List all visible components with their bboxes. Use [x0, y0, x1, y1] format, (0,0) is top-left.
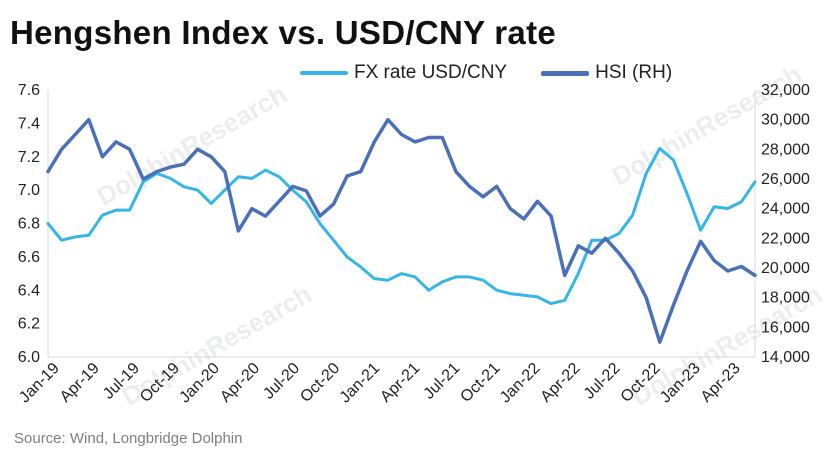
x-tick-label: Jan-19 [16, 360, 63, 407]
y-right-tick-label: 22,000 [761, 230, 810, 247]
y-right-tick-label: 24,000 [761, 201, 810, 218]
x-tick-label: Jul-20 [260, 360, 303, 403]
y-left-tick-label: 7.6 [18, 82, 40, 99]
series-lines [46, 117, 757, 344]
x-tick-label: Jan-21 [337, 360, 384, 407]
series-line-hsi [46, 117, 757, 344]
y-right-tick-label: 32,000 [761, 82, 810, 99]
x-tick-label: Oct-21 [457, 360, 503, 406]
x-tick-label: Apr-22 [538, 360, 584, 406]
y-left-tick-label: 7.0 [18, 182, 40, 199]
x-tick-label: Jan-23 [657, 360, 704, 407]
x-tick-label: Jul-21 [421, 360, 464, 403]
legend-label-hsi: HSI (RH) [595, 62, 673, 83]
x-tick-label: Jul-19 [100, 360, 143, 403]
y-left-tick-label: 7.2 [18, 149, 40, 166]
x-tick-label: Jul-22 [581, 360, 624, 403]
chart-title: Hengshen Index vs. USD/CNY rate [10, 14, 557, 51]
y-right-tick-label: 26,000 [761, 171, 810, 188]
tick-labels: 6.0 6.2 6.4 6.6 6.8 7.0 7.2 7.4 7.6 14,000 16,000 1… [16, 82, 810, 406]
x-tick-label: Apr-23 [698, 360, 744, 406]
x-tick-label: Oct-22 [618, 360, 664, 406]
y-left-tick-label: 6.0 [18, 349, 40, 366]
x-tick-label: Apr-21 [377, 360, 423, 406]
y-right-tick-label: 16,000 [761, 319, 810, 336]
legend-swatch-hsi [541, 70, 590, 76]
axes [47, 90, 756, 358]
y-left-tick-label: 6.6 [18, 249, 40, 266]
y-left-tick-label: 7.4 [18, 115, 40, 132]
y-right-tick-label: 14,000 [761, 349, 810, 366]
y-right-tick-label: 28,000 [761, 141, 810, 158]
x-tick-label: Jan-20 [176, 360, 223, 407]
x-tick-label: Apr-20 [217, 360, 263, 406]
y-left-tick-label: 6.8 [18, 216, 40, 233]
y-right-tick-label: 30,000 [761, 112, 810, 129]
x-tick-label: Oct-20 [297, 360, 343, 406]
legend-item-fx: FX rate USD/CNY [300, 62, 507, 84]
y-right-tick-label: 18,000 [761, 290, 810, 307]
legend-label-fx: FX rate USD/CNY [354, 62, 508, 83]
y-left-tick-label: 6.2 [18, 316, 40, 333]
x-tick-label: Jan-22 [497, 360, 544, 407]
legend: FX rate USD/CNY HSI (RH) [300, 62, 672, 84]
x-tick-label: Apr-19 [57, 360, 103, 406]
legend-item-hsi: HSI (RH) [541, 62, 672, 84]
series-line-fx [46, 146, 757, 306]
x-tick-label: Oct-19 [137, 360, 183, 406]
legend-swatch-fx [300, 71, 348, 75]
source-note: Source: Wind, Longbridge Dolphin [14, 430, 243, 447]
y-right-tick-label: 20,000 [761, 260, 810, 277]
y-left-tick-label: 6.4 [18, 282, 40, 299]
